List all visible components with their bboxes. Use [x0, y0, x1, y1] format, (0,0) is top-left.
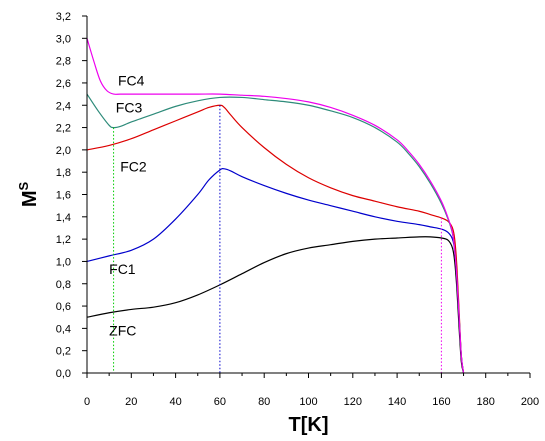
y-tick-label: 0,2 [56, 346, 71, 358]
series-label-fc4: FC4 [118, 73, 145, 89]
series-label-fc3: FC3 [116, 99, 143, 115]
x-tick-label: 180 [477, 396, 495, 408]
series-line-fc1 [86, 168, 465, 374]
y-tick-label: 1,2 [56, 234, 71, 246]
y-tick-label: 3,0 [56, 33, 71, 45]
curve-labels: ZFC FC1 FC2 FC3 FC4 [109, 73, 147, 339]
x-tick-label: 60 [214, 396, 226, 408]
series-line-zfc [86, 236, 465, 374]
y-tick-label: 1,4 [56, 212, 71, 224]
series-line-fc2 [86, 104, 465, 374]
y-tick-label: 2,4 [56, 100, 71, 112]
y-axis-title-base: M [19, 191, 41, 208]
y-tick-label: 2,8 [56, 56, 71, 68]
reference-lines-layer [113, 105, 442, 373]
y-tick-label: 0,4 [56, 323, 71, 335]
y-ticks: 0,0 0,2 0,4 0,6 0,8 1,0 1,2 1,4 1,6 1,8 2,0 2,2 2,4 2… [56, 11, 87, 380]
y-tick-label: 2,0 [56, 145, 71, 157]
y-tick-label: 0,0 [56, 368, 71, 380]
y-tick-label: 3,2 [56, 11, 71, 23]
x-ticks: 0 20 40 60 80 100 120 140 160 180 200 [84, 373, 539, 408]
series-line-fc4 [86, 38, 465, 374]
x-tick-label: 80 [258, 396, 270, 408]
x-tick-label: 100 [299, 396, 317, 408]
y-tick-label: 0,8 [56, 279, 71, 291]
y-axis-title: MS [16, 182, 41, 208]
y-tick-label: 1,0 [56, 256, 71, 268]
x-tick-label: 120 [344, 396, 362, 408]
y-tick-label: 1,6 [56, 190, 71, 202]
axes-layer [86, 16, 530, 374]
series-line-fc3 [86, 93, 465, 374]
series-label-fc2: FC2 [120, 159, 147, 175]
y-tick-label: 0,6 [56, 301, 71, 313]
curves-layer [86, 38, 465, 374]
series-label-fc1: FC1 [109, 261, 136, 277]
x-tick-label: 0 [84, 396, 90, 408]
y-axis-title-superscript: S [16, 182, 31, 191]
x-tick-label: 20 [125, 396, 137, 408]
x-tick-label: 160 [432, 396, 450, 408]
x-axis-title: T[K] [289, 414, 329, 436]
y-tick-label: 2,2 [56, 123, 71, 135]
y-tick-label: 1,8 [56, 167, 71, 179]
x-tick-label: 40 [169, 396, 181, 408]
x-tick-label: 140 [388, 396, 406, 408]
x-tick-label: 200 [521, 396, 539, 408]
y-tick-label: 2,6 [56, 78, 71, 90]
series-label-zfc: ZFC [109, 323, 136, 339]
